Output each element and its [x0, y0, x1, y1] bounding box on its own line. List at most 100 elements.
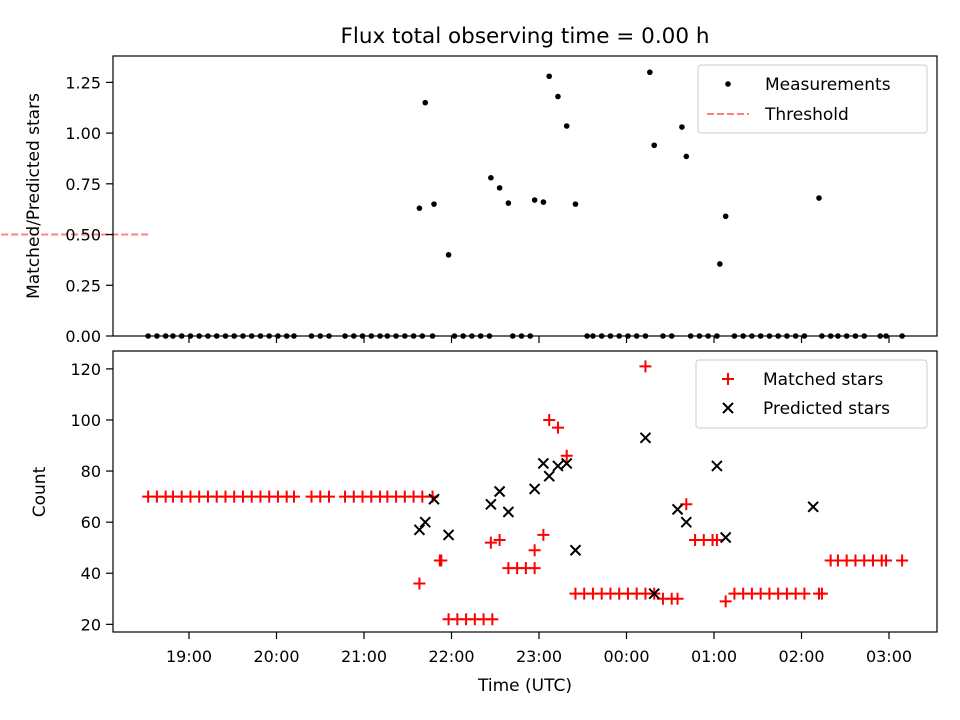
- predicted-star-point: [648, 587, 660, 600]
- bottom-y-tick-label: 80: [81, 462, 101, 481]
- matched-star-point: [880, 554, 893, 567]
- predicted-star-point: [552, 460, 564, 472]
- matched-star-point: [416, 490, 429, 503]
- x-tick-label: 22:00: [428, 647, 474, 666]
- bottom-legend: Matched stars Predicted stars: [695, 359, 928, 429]
- measurement-point: [651, 142, 658, 149]
- predicted-star-point: [485, 498, 497, 510]
- predicted-star-point: [413, 524, 426, 536]
- measurement-point: [416, 205, 423, 211]
- x-tick-label: 00:00: [603, 647, 649, 666]
- matched-star-point: [710, 534, 723, 547]
- bottom-y-tick-label: 40: [81, 564, 101, 583]
- measurement-point: [647, 69, 653, 76]
- legend-matched-marker: [722, 373, 734, 385]
- top-y-tick-label: 0.00: [65, 327, 101, 346]
- measurement-point: [683, 153, 690, 160]
- measurement-point: [505, 200, 512, 206]
- matched-star-point: [323, 490, 335, 503]
- measurement-point: [431, 201, 437, 207]
- bottom-legend-box: [695, 359, 928, 429]
- predicted-star-point: [537, 457, 550, 470]
- bottom-y-axis: 20 40 60 80 100 120: [70, 360, 113, 634]
- top-plot-frame: [112, 55, 938, 337]
- measurement-point: [496, 185, 503, 191]
- bottom-y-tick-label: 100: [70, 411, 101, 430]
- matched-star-point: [551, 421, 564, 434]
- top-y-axis-label: Matched/Predicted stars: [24, 93, 44, 299]
- legend-matched-label: Matched stars: [763, 370, 883, 390]
- top-legend: Measurements Threshold: [697, 64, 928, 134]
- measurement-point: [555, 93, 561, 100]
- matched-star-point: [671, 592, 684, 605]
- measurement-point: [445, 252, 452, 258]
- matched-star-point: [493, 534, 506, 547]
- matched-star-point: [484, 536, 497, 549]
- measurement-point: [540, 199, 547, 205]
- matched-star-point: [543, 413, 556, 426]
- legend-threshold-label: Threshold: [764, 105, 849, 125]
- bottom-y-axis-label: Count: [30, 466, 50, 517]
- flux-ratio-panel: Flux total observing time = 0.00 h 0.000…: [0, 24, 938, 346]
- top-y-axis: 0.00 0.25 0.50 0.75 1.00 1.25: [65, 73, 113, 346]
- legend-predicted-marker: [722, 402, 734, 414]
- bottom-y-tick-label: 60: [81, 513, 101, 532]
- measurement-point: [488, 174, 494, 181]
- predicted-star-point: [671, 503, 684, 516]
- bottom-y-tick-label: 20: [81, 615, 101, 634]
- bottom-plot-frame: [112, 350, 938, 633]
- matched-star-point: [719, 595, 732, 608]
- x-tick-label: 20:00: [253, 647, 299, 666]
- x-tick-label: 19:00: [166, 647, 212, 666]
- legend-measurements-label: Measurements: [765, 75, 891, 95]
- measurement-point: [679, 124, 685, 130]
- top-y-tick-label: 0.75: [65, 175, 101, 194]
- top-y-tick-label: 1.00: [65, 124, 101, 143]
- matched-star-point: [435, 554, 448, 567]
- star-count-marks: [142, 360, 909, 626]
- top-legend-box: [697, 64, 928, 134]
- predicted-star-point: [493, 485, 506, 498]
- matched-star-point: [288, 490, 300, 503]
- predicted-star-point: [719, 531, 732, 544]
- x-tick-label: 02:00: [778, 647, 824, 666]
- predicted-star-point: [442, 529, 455, 541]
- legend-measurements-marker: [725, 81, 731, 87]
- matched-star-point: [896, 554, 909, 567]
- bottom-y-tick-label: 120: [70, 360, 101, 379]
- measurement-point: [422, 99, 429, 106]
- predicted-star-point: [528, 483, 541, 495]
- top-x-ticks: [188, 336, 890, 343]
- matched-star-point: [537, 528, 550, 541]
- matched-star-point: [639, 360, 652, 373]
- x-tick-label: 23:00: [516, 647, 562, 666]
- measurement-point: [717, 261, 723, 267]
- matched-star-point: [528, 544, 541, 557]
- measurement-point: [546, 73, 553, 80]
- top-y-tick-label: 1.25: [65, 73, 101, 92]
- measurement-point: [531, 197, 538, 203]
- top-y-tick-label: 0.50: [65, 226, 101, 245]
- bottom-x-axis: 19:00 20:00 21:00 22:00 23:00 00:00 01:00 02:00…: [166, 632, 912, 666]
- matched-star-point: [560, 449, 573, 462]
- matched-star-point: [815, 587, 828, 600]
- chart-title: Flux total observing time = 0.00 h: [341, 24, 710, 49]
- matched-star-point: [798, 587, 811, 600]
- x-tick-label: 03:00: [866, 647, 912, 666]
- predicted-star-point: [569, 544, 582, 556]
- predicted-star-point: [639, 432, 652, 444]
- top-y-tick-label: 0.25: [65, 276, 101, 295]
- predicted-star-point: [680, 516, 692, 528]
- predicted-star-point: [807, 501, 819, 513]
- predicted-star-point: [543, 470, 555, 482]
- x-tick-label: 21:00: [341, 647, 387, 666]
- predicted-star-point: [502, 506, 515, 518]
- measurement-point: [572, 201, 579, 207]
- matched-star-point: [528, 562, 541, 575]
- measurement-point: [563, 123, 570, 129]
- predicted-star-point: [561, 457, 573, 470]
- measurement-point: [722, 213, 729, 220]
- predicted-star-point: [428, 493, 440, 505]
- star-count-panel: 20 40 60 80 100 120 19:00 20:00 21:00 22:00 23:00…: [30, 350, 938, 696]
